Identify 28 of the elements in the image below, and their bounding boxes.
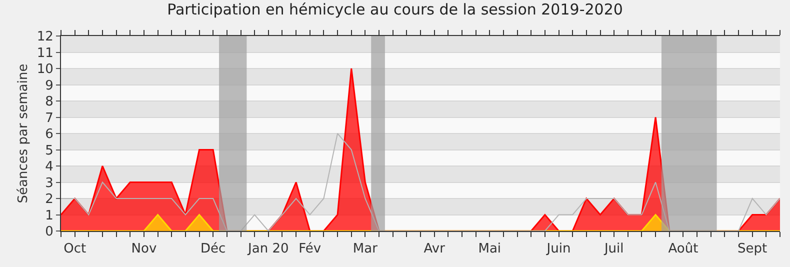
x-tick-label: Nov — [131, 242, 157, 257]
x-tick-label: Avr — [424, 242, 446, 257]
x-tick-label: Sept — [738, 242, 768, 257]
x-tick-label: Mar — [352, 242, 378, 257]
y-tick-label: 5 — [45, 143, 54, 158]
chart-title: Participation en hémicycle au cours de la session 2019-2020 — [167, 0, 623, 19]
y-tick-label: 1 — [45, 208, 54, 224]
x-tick-label: Jan 20 — [247, 242, 289, 257]
x-tick-label: Mai — [478, 242, 502, 257]
y-tick-label: 12 — [36, 30, 54, 45]
x-tick-label: Fév — [298, 242, 322, 257]
y-tick-label: 2 — [45, 192, 54, 208]
y-axis-title: Séances par semaine — [16, 64, 31, 204]
x-tick-label: Juin — [546, 242, 571, 257]
y-tick-label: 10 — [36, 62, 54, 78]
line-series — [61, 133, 780, 231]
x-tick-label: Déc — [200, 242, 226, 257]
y-tick-label: 0 — [45, 224, 54, 240]
x-tick-label: Août — [668, 242, 698, 257]
y-tick-label: 6 — [45, 127, 54, 142]
y-tick-label: 4 — [45, 160, 54, 175]
y-tick-label: 7 — [45, 110, 54, 126]
y-tick-label: 8 — [45, 94, 54, 110]
y-tick-label: 9 — [45, 78, 54, 94]
x-tick-label: Juil — [603, 242, 624, 257]
y-tick-label: 11 — [36, 46, 54, 61]
x-tick-label: Oct — [64, 242, 86, 257]
y-tick-label: 3 — [45, 176, 54, 191]
